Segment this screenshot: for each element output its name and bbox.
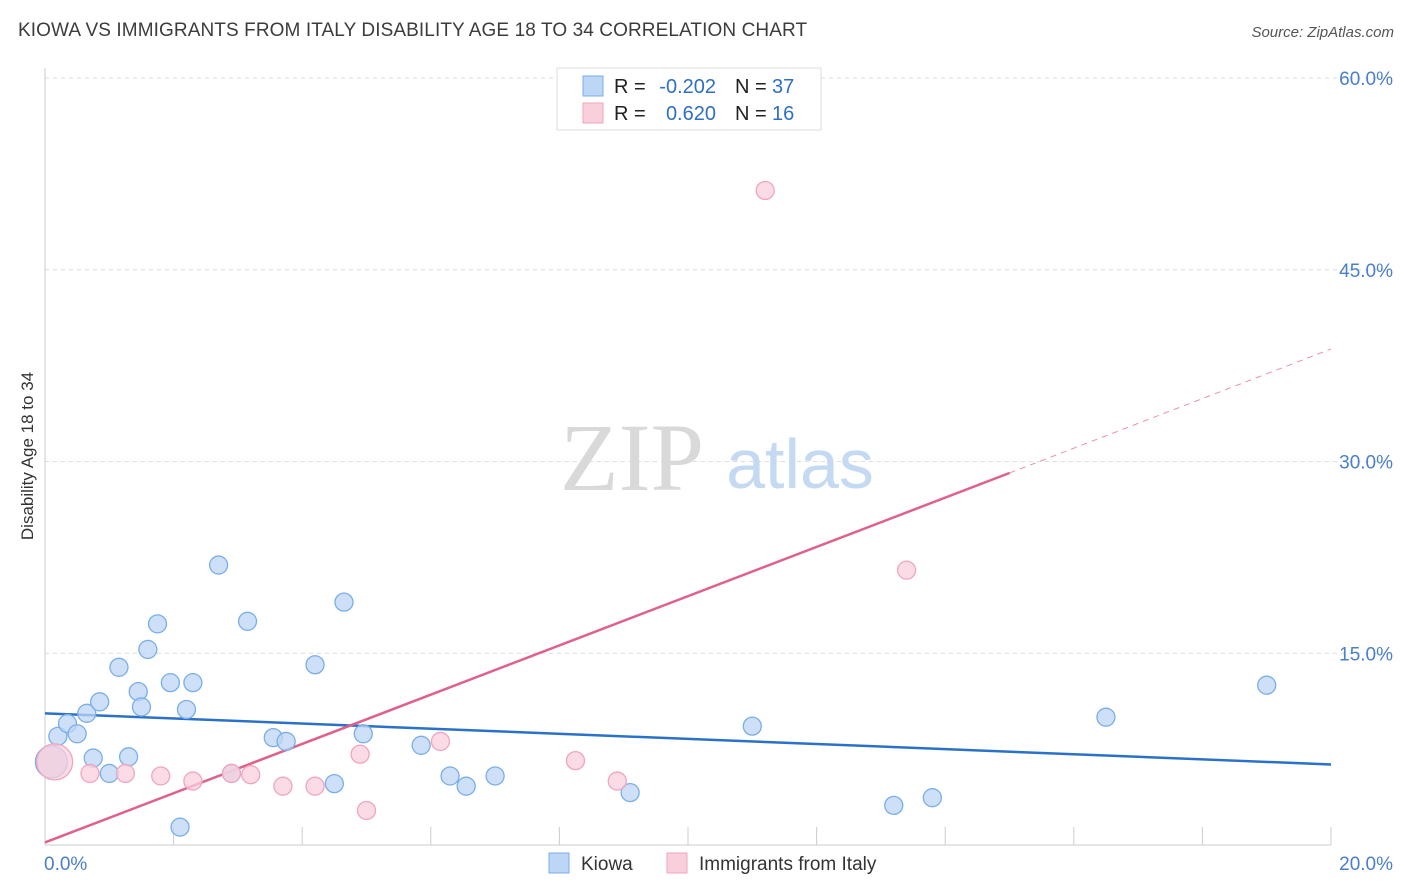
legend-r-value-kiowa: -0.202 [659, 76, 716, 98]
legend-swatch-italy [582, 102, 604, 124]
watermark-zip: ZIP [560, 404, 704, 511]
trend-line-extension [1009, 348, 1332, 474]
kiowa-point [276, 731, 296, 752]
y-axis-label: Disability Age 18 to 34 [18, 372, 37, 540]
y-tick-labels: 15.0% 30.0% 45.0% 60.0% [1339, 69, 1393, 665]
source-credit: Source: ZipAtlas.com [1251, 24, 1394, 41]
italy-point [183, 771, 203, 791]
series-swatch-kiowa [548, 852, 570, 874]
series-name-kiowa: Kiowa [581, 854, 633, 875]
kiowa-point [742, 716, 762, 736]
kiowa-point [620, 782, 640, 803]
kiowa-point [208, 555, 229, 575]
italy-point [356, 800, 377, 821]
legend-n-label-kiowa: N = [735, 76, 767, 98]
legend-n-label-italy: N = [735, 103, 767, 125]
italy-point [151, 766, 171, 786]
kiowa-point [456, 776, 476, 796]
x-tick-label: 20.0% [1339, 854, 1393, 875]
trend-line-italy [44, 471, 1010, 844]
legend-swatch-kiowa [582, 75, 604, 97]
kiowa-point [170, 817, 190, 837]
italy-point [755, 180, 775, 201]
legend-r-value-italy: 0.620 [666, 103, 716, 125]
italy-point [221, 763, 242, 784]
italy-point [305, 776, 325, 796]
kiowa-point [138, 639, 158, 660]
grid-lines [45, 77, 1390, 654]
kiowa-point [440, 766, 460, 786]
legend-n-value-kiowa: 37 [772, 76, 794, 98]
kiowa-point [109, 657, 129, 677]
kiowa-point [160, 673, 181, 693]
legend-n-value-italy: 16 [772, 103, 794, 125]
kiowa-point [305, 655, 325, 675]
y-tick-label: 60.0% [1339, 69, 1393, 90]
data-points [34, 180, 1277, 837]
kiowa-point [922, 788, 942, 808]
x-tick-labels: 0.0% 20.0% [44, 854, 1393, 875]
series-legend: Kiowa Immigrants from Italy [548, 852, 877, 875]
chart-title: KIOWA VS IMMIGRANTS FROM ITALY DISABILIT… [18, 20, 808, 41]
y-tick-label: 30.0% [1339, 453, 1393, 474]
kiowa-point [324, 773, 345, 794]
kiowa-point [67, 724, 87, 744]
watermark-atlas: atlas [726, 425, 874, 503]
kiowa-point [131, 697, 152, 717]
kiowa-point [183, 673, 203, 693]
kiowa-point [90, 692, 110, 712]
series-name-italy: Immigrants from Italy [699, 854, 877, 875]
kiowa-point [77, 703, 97, 723]
italy-point [430, 731, 451, 752]
italy-point [35, 743, 74, 781]
y-tick-label: 45.0% [1339, 261, 1393, 282]
italy-point [350, 744, 370, 764]
italy-point [115, 763, 136, 784]
legend-r-label-kiowa: R = [614, 76, 646, 98]
kiowa-point [99, 763, 119, 784]
italy-point [80, 763, 100, 784]
kiowa-point [485, 766, 505, 786]
italy-point [607, 771, 627, 791]
series-swatch-italy [666, 852, 688, 874]
x-tick-label: 0.0% [44, 854, 87, 875]
italy-point [896, 560, 917, 580]
kiowa-point [1257, 675, 1277, 695]
watermark: ZIP atlas [560, 404, 874, 511]
kiowa-point [237, 611, 258, 631]
stats-legend: R = -0.202 N = 37 R = 0.620 N = 16 [556, 67, 822, 131]
kiowa-point [334, 592, 354, 612]
italy-point [565, 750, 586, 771]
kiowa-point [353, 724, 373, 744]
kiowa-point [884, 795, 904, 816]
kiowa-point [1096, 707, 1116, 727]
italy-point [241, 765, 261, 785]
kiowa-point [411, 735, 431, 755]
axes [44, 68, 1332, 846]
y-tick-label: 15.0% [1339, 644, 1393, 665]
trend-lines [44, 348, 1332, 844]
kiowa-point [147, 614, 168, 634]
italy-point [273, 776, 293, 796]
kiowa-point [118, 747, 139, 767]
legend-r-label-italy: R = [614, 103, 646, 125]
kiowa-point [176, 699, 197, 720]
trend-line-kiowa [44, 712, 1332, 766]
